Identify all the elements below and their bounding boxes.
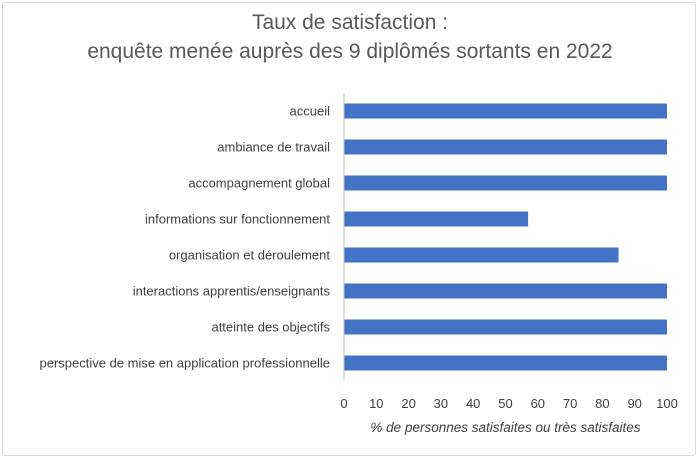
bar-3	[344, 175, 667, 191]
chart-frame	[2, 2, 696, 456]
category-label-4: informations sur fonctionnement	[145, 212, 330, 227]
category-label-1: accueil	[290, 104, 331, 119]
bar-5	[344, 247, 619, 263]
x-tick-label-90: 90	[627, 396, 641, 411]
x-tick-label-0: 0	[340, 396, 347, 411]
x-tick-label-50: 50	[498, 396, 512, 411]
x-tick-label-60: 60	[531, 396, 545, 411]
bar-8	[344, 355, 667, 371]
bar-group	[344, 103, 667, 371]
chart-title: Taux de satisfaction : enquête menée aup…	[0, 8, 700, 66]
category-labels: accueil ambiance de travail accompagnement…	[39, 104, 330, 371]
category-label-5: organisation et déroulement	[169, 248, 331, 263]
x-tick-label-30: 30	[434, 396, 448, 411]
x-tick-label-40: 40	[466, 396, 480, 411]
bar-2	[344, 139, 667, 155]
x-tick-label-10: 10	[369, 396, 383, 411]
category-label-7: atteinte des objectifs	[211, 320, 330, 335]
category-label-8: perspective de mise en application profe…	[39, 356, 330, 371]
bar-7	[344, 319, 667, 335]
category-label-2: ambiance de travail	[217, 140, 330, 155]
bar-4	[344, 211, 529, 227]
category-label-3: accompagnement global	[188, 176, 330, 191]
x-tick-labels: 0 10 20 30 40 50 60 70 80 90 100	[340, 396, 677, 411]
category-label-6: interactions apprentis/enseignants	[133, 284, 331, 299]
bar-1	[344, 103, 667, 119]
x-tick-label-100: 100	[656, 396, 678, 411]
chart-title-line-1: Taux de satisfaction :	[251, 11, 449, 34]
x-axis-title: % de personnes satisfaites ou très satis…	[370, 420, 640, 435]
x-tick-label-70: 70	[563, 396, 577, 411]
x-tick-label-20: 20	[401, 396, 415, 411]
chart-title-line-2: enquête menée auprès des 9 diplômés sort…	[87, 40, 613, 63]
x-tick-label-80: 80	[595, 396, 609, 411]
bar-6	[344, 283, 667, 299]
